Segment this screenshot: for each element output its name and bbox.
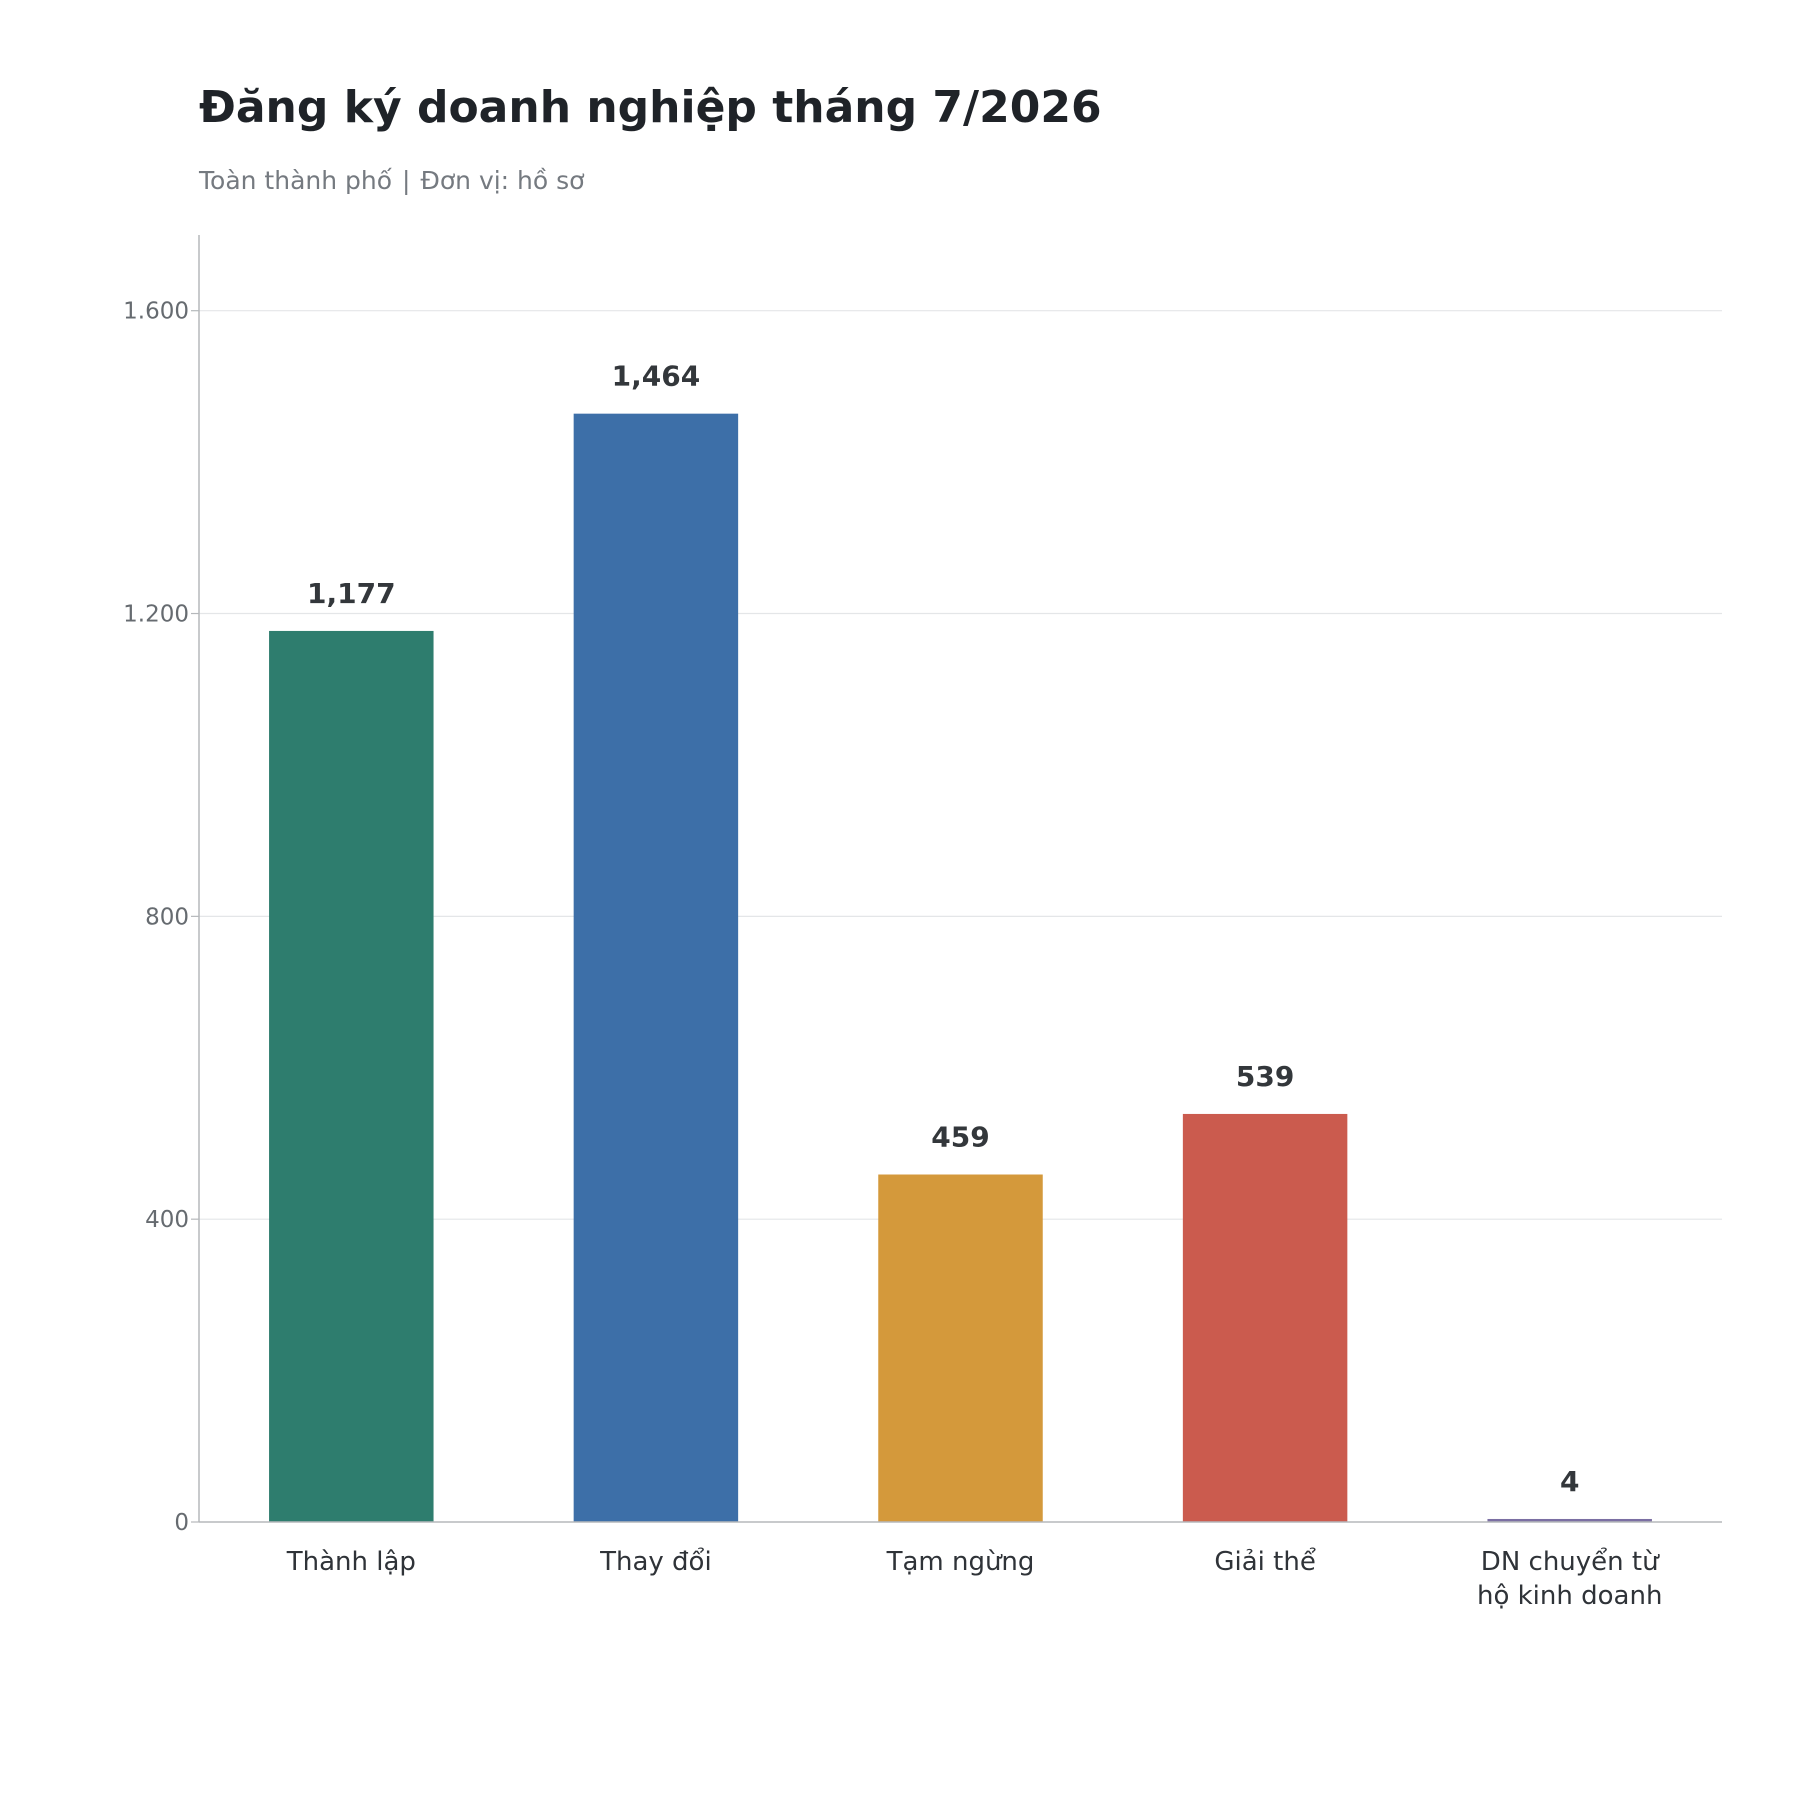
bar (269, 630, 434, 1522)
x-axis-categories: Thành lập Thay đổi Tạm ngừng Giải thể DN chu… (286, 1546, 1663, 1611)
subtitle-separator: | (402, 166, 411, 195)
x-category-label: hộ kinh doanh (1477, 1581, 1662, 1611)
x-category-label: Thay đổi (599, 1546, 712, 1577)
y-tick-label: 1.200 (123, 602, 189, 628)
chart-subtitle: Toàn thành phố | Đơn vị: hồ sơ (199, 166, 584, 195)
x-category-label: DN chuyển từ (1481, 1546, 1660, 1577)
y-axis-ticks: 0 400 800 1.200 1.600 (123, 299, 199, 1536)
bar (1182, 1113, 1348, 1522)
bar-value-label: 1,177 (307, 577, 396, 610)
subtitle-scope: Toàn thành phố (199, 166, 393, 195)
bar-value-label: 1,464 (612, 360, 701, 393)
value-labels: 1,177 1,464 459 539 4 (307, 360, 1579, 1498)
bar-value-label: 459 (931, 1121, 989, 1154)
bar-value-label: 539 (1236, 1060, 1294, 1093)
y-tick-label: 400 (145, 1207, 189, 1233)
subtitle-unit: Đơn vị: hồ sơ (420, 166, 585, 195)
y-tick-label: 1.600 (123, 299, 189, 325)
y-tick-label: 0 (174, 1510, 189, 1536)
x-category-label: Giải thể (1214, 1546, 1315, 1577)
y-tick-label: 800 (145, 904, 189, 930)
bar (1487, 1518, 1652, 1522)
bar (878, 1174, 1043, 1522)
x-category-label: Tạm ngừng (886, 1547, 1035, 1577)
bars (269, 413, 1652, 1522)
x-category-label: Thành lập (286, 1547, 416, 1577)
bar (573, 413, 739, 1522)
bar-value-label: 4 (1560, 1465, 1579, 1498)
chart-title: Đăng ký doanh nghiệp tháng 7/2026 (199, 82, 1102, 133)
